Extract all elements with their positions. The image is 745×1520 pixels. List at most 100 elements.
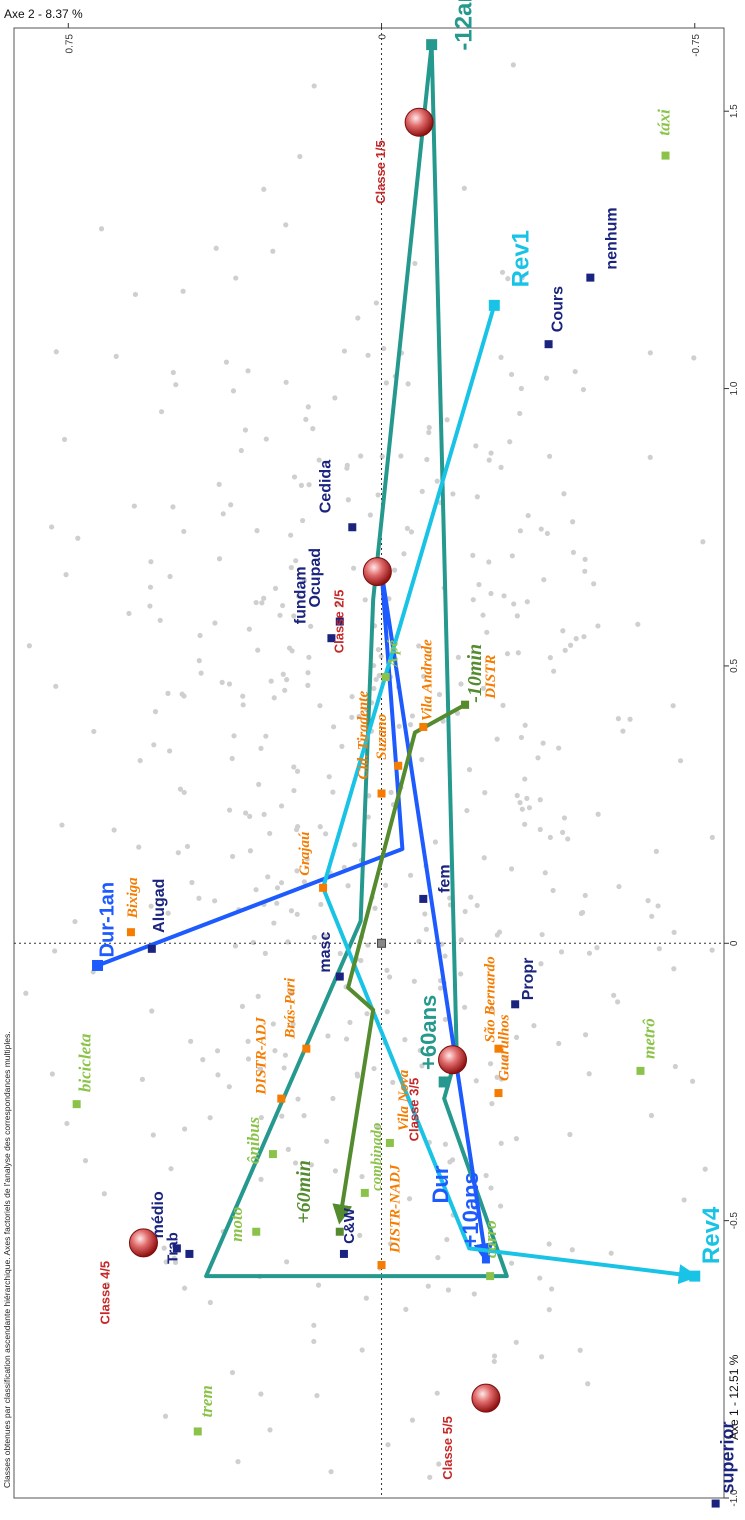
- cloud-point-341: [132, 291, 139, 298]
- point-marker-35: [426, 39, 438, 51]
- class-ball-4: [471, 1383, 501, 1413]
- cloud-point-146: [547, 655, 553, 661]
- cloud-point-13: [502, 1055, 508, 1061]
- point-marker-23: [586, 273, 595, 282]
- point-marker-18: [381, 673, 390, 682]
- cloud-point-365: [522, 821, 528, 827]
- point-label-11: Grajaú: [297, 832, 313, 876]
- point-marker-4: [193, 1427, 202, 1436]
- cloud-point-406: [591, 581, 597, 587]
- point-marker-16: [419, 722, 428, 731]
- cloud-point-98: [52, 948, 58, 954]
- cloud-point-515: [310, 426, 316, 432]
- cloud-point-163: [572, 368, 578, 375]
- point-label-34: superior: [718, 1422, 738, 1494]
- cloud-point-260: [151, 742, 157, 748]
- cloud-point-71: [212, 620, 218, 626]
- cloud-point-426: [517, 410, 523, 417]
- cloud-point-497: [207, 1115, 213, 1121]
- cloud-point-340: [75, 535, 81, 541]
- cloud-point-26: [546, 1241, 552, 1247]
- class-center-2: Classe 3/5: [407, 1045, 468, 1141]
- cloud-point-16: [488, 1185, 494, 1191]
- cloud-point-377: [223, 359, 230, 365]
- class-ball-0: [404, 107, 434, 137]
- cloud-point-452: [293, 558, 299, 564]
- cloud-point-11: [442, 1016, 448, 1022]
- cloud-point-29: [425, 1283, 431, 1289]
- cloud-point-162: [648, 1112, 655, 1119]
- cloud-point-378: [408, 529, 415, 535]
- cloud-point-393: [497, 1203, 504, 1209]
- cloud-point-508: [196, 658, 202, 664]
- cloud-point-196: [611, 992, 617, 998]
- point-marker-41: [461, 700, 470, 709]
- cloud-point-492: [580, 909, 586, 916]
- cloud-point-296: [317, 703, 323, 709]
- cloud-point-84: [291, 787, 297, 794]
- cloud-point-356: [407, 872, 414, 878]
- cloud-point-326: [434, 1390, 440, 1396]
- cloud-point-336: [367, 512, 373, 518]
- cloud-point-412: [471, 1291, 477, 1297]
- point-marker-12: [335, 972, 344, 981]
- point-label-13: fem: [436, 864, 453, 892]
- cloud-point-233: [262, 950, 268, 956]
- class-center-3: Classe 4/5: [97, 1228, 158, 1324]
- cloud-point-386: [489, 1005, 495, 1012]
- cloud-point-231: [537, 1275, 543, 1281]
- cloud-point-409: [270, 248, 276, 254]
- point-marker-3: [72, 1100, 81, 1109]
- cloud-point-376: [268, 678, 274, 684]
- cloud-point-327: [332, 1168, 338, 1174]
- cloud-point-254: [213, 245, 219, 251]
- cloud-point-159: [365, 352, 371, 358]
- point-22: Cours: [544, 286, 567, 349]
- cloud-point-116: [514, 613, 520, 619]
- cloud-point-142: [550, 887, 556, 894]
- point-marker-8: [268, 1150, 277, 1159]
- cloud-point-430: [91, 728, 97, 735]
- cloud-point-516: [131, 503, 137, 509]
- point-label-4: trem: [197, 1385, 216, 1417]
- cloud-point-292: [291, 764, 297, 770]
- y-tick-label-1: 0: [378, 34, 389, 40]
- cloud-point-456: [483, 1172, 489, 1179]
- point-15: Suzano: [374, 714, 403, 770]
- cloud-point-446: [518, 385, 524, 392]
- cloud-point-183: [317, 824, 323, 830]
- cloud-point-38: [615, 716, 622, 722]
- cloud-point-461: [284, 1259, 290, 1265]
- cloud-point-297: [649, 913, 655, 919]
- point-marker-30: [360, 1188, 369, 1197]
- cloud-point-284: [595, 623, 601, 629]
- cloud-point-401: [263, 436, 269, 442]
- point-marker-25: [511, 1000, 520, 1009]
- cloud-point-511: [293, 827, 300, 833]
- cloud-point-358: [270, 1021, 276, 1027]
- cloud-point-453: [616, 883, 622, 890]
- cloud-point-115: [396, 723, 402, 729]
- point-marker-10: [302, 1044, 311, 1053]
- point-label-18: A pé: [386, 639, 402, 668]
- cloud-point-203: [375, 1123, 381, 1129]
- cloud-point-225: [378, 653, 384, 659]
- cloud-point-133: [147, 584, 154, 590]
- cloud-point-242: [170, 504, 176, 510]
- point-marker-1: [147, 944, 156, 953]
- cloud-point-9: [615, 999, 621, 1005]
- cloud-point-238: [484, 629, 490, 635]
- cloud-point-82: [126, 610, 132, 617]
- cloud-point-285: [432, 839, 438, 845]
- cloud-point-387: [242, 427, 249, 433]
- point-marker-20: [335, 617, 344, 626]
- point-28: metrô: [636, 1018, 658, 1075]
- cloud-point-88: [152, 709, 159, 715]
- cloud-point-447: [556, 745, 562, 751]
- cloud-point-388: [595, 811, 601, 817]
- cloud-point-141: [476, 581, 482, 588]
- point-21: Cedida: [317, 460, 357, 532]
- point-3: bicicleta: [72, 1033, 95, 1109]
- point-label-29: Vila Nova: [396, 1069, 412, 1131]
- point-marker-19: [327, 634, 336, 643]
